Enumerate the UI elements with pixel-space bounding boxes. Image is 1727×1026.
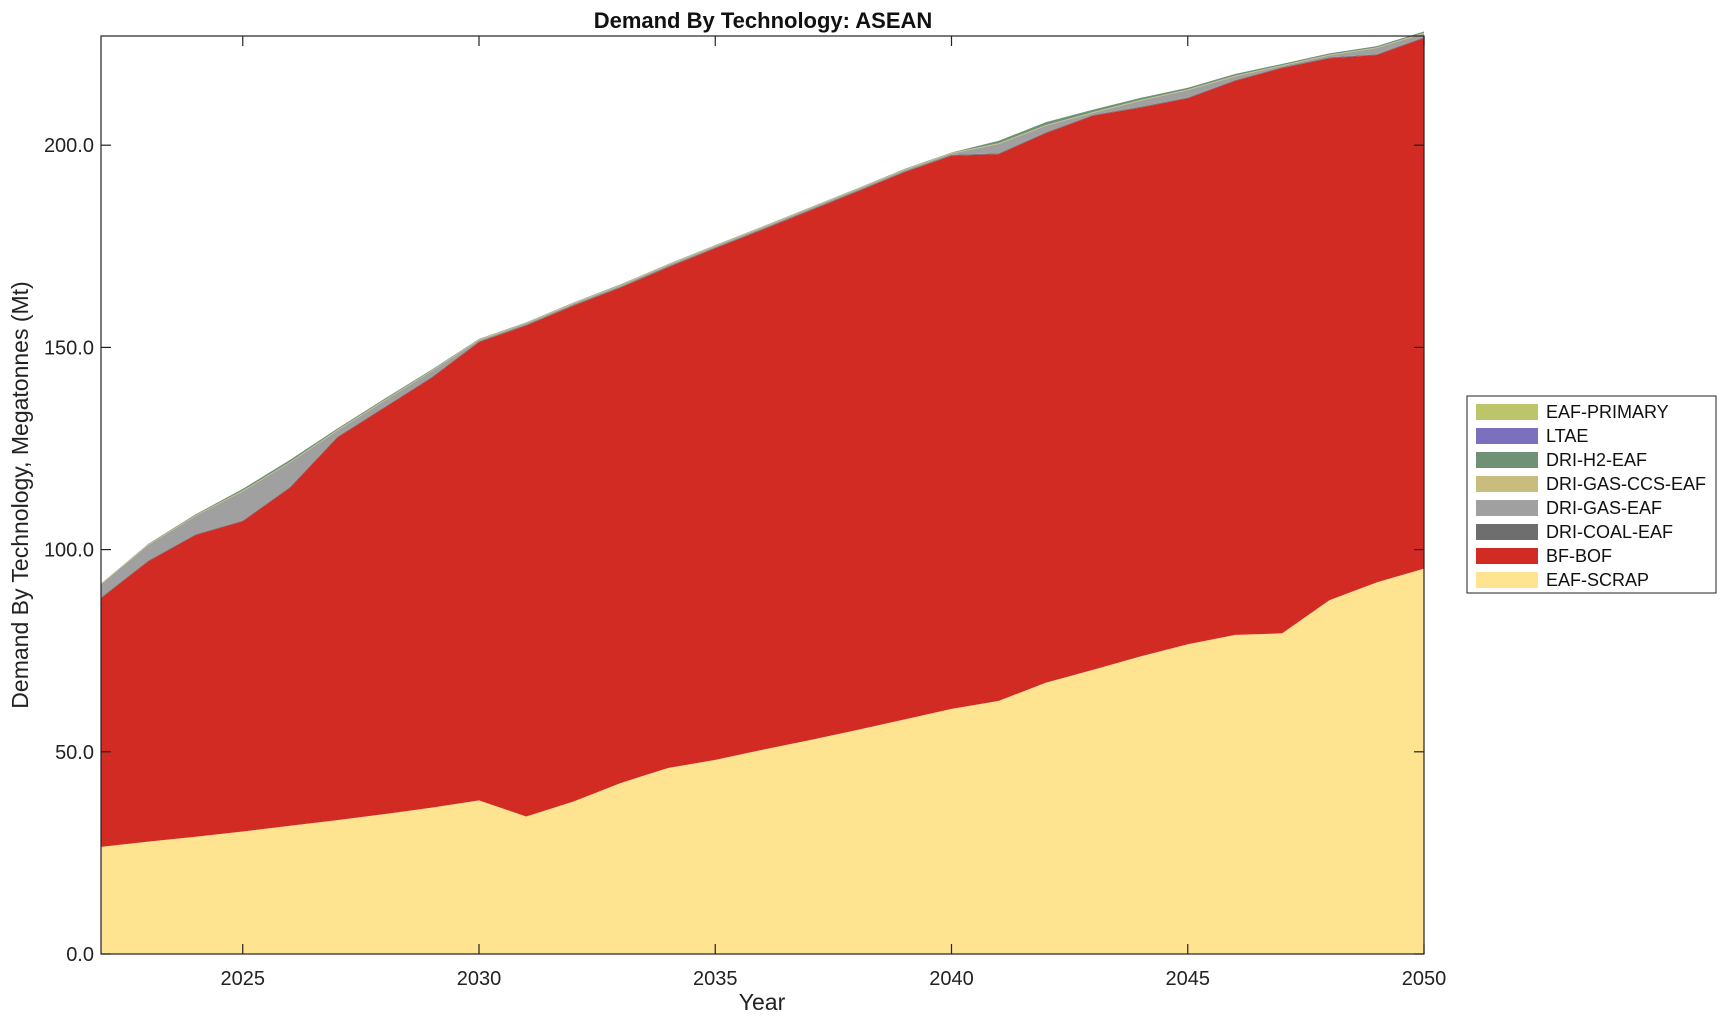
legend-swatch-dri-gas-eaf — [1476, 500, 1538, 516]
legend-swatch-dri-h2-eaf — [1476, 452, 1538, 468]
legend-swatch-dri-gas-ccs-eaf — [1476, 476, 1538, 492]
legend-label-eaf-primary: EAF-PRIMARY — [1546, 402, 1669, 422]
x-tick-label: 2045 — [1166, 968, 1211, 990]
x-axis-title: Year — [739, 989, 786, 1015]
legend-label-dri-coal-eaf: DRI-COAL-EAF — [1546, 522, 1673, 542]
legend-swatch-bf-bof — [1476, 548, 1538, 564]
y-tick-label: 150.0 — [44, 337, 94, 359]
x-tick-label: 2025 — [221, 968, 266, 990]
legend-label-bf-bof: BF-BOF — [1546, 546, 1612, 566]
y-tick-label: 0.0 — [66, 944, 94, 966]
x-tick-label: 2050 — [1402, 968, 1447, 990]
plot-frame — [100, 35, 1425, 955]
y-tick-label: 100.0 — [44, 540, 94, 562]
x-tick-label: 2040 — [929, 968, 974, 990]
legend-swatch-eaf-primary — [1476, 404, 1538, 420]
legend-label-ltae: LTAE — [1546, 426, 1588, 446]
y-axis-title: Demand By Technology, Megatonnes (Mt) — [7, 281, 33, 708]
legend-label-dri-gas-ccs-eaf: DRI-GAS-CCS-EAF — [1546, 474, 1706, 494]
x-tick-label: 2030 — [457, 968, 502, 990]
legend-label-dri-gas-eaf: DRI-GAS-EAF — [1546, 498, 1662, 518]
x-tick-label: 2035 — [693, 968, 738, 990]
y-tick-label: 50.0 — [55, 742, 94, 764]
legend-swatch-eaf-scrap — [1476, 572, 1538, 588]
legend-label-eaf-scrap: EAF-SCRAP — [1546, 570, 1649, 590]
ticks-layer: 2025 2030 2035 2040 2045 2050 0.0 50.0 100.0 150.… — [44, 36, 1446, 990]
y-tick-label: 200.0 — [44, 135, 94, 157]
area-bf-bof — [101, 38, 1424, 847]
chart-title: Demand By Technology: ASEAN — [594, 8, 933, 33]
legend-label-dri-h2-eaf: DRI-H2-EAF — [1546, 450, 1647, 470]
legend-swatch-ltae — [1476, 428, 1538, 444]
legend: EAF-PRIMARY LTAE DRI-H2-EAF DRI-GAS-CCS-EAF… — [1466, 395, 1717, 594]
legend-swatch-dri-coal-eaf — [1476, 524, 1538, 540]
legend-items: EAF-PRIMARY LTAE DRI-H2-EAF DRI-GAS-CCS-EAF… — [1476, 402, 1706, 590]
area-eaf-scrap — [101, 568, 1424, 954]
areas-layer — [101, 31, 1424, 954]
